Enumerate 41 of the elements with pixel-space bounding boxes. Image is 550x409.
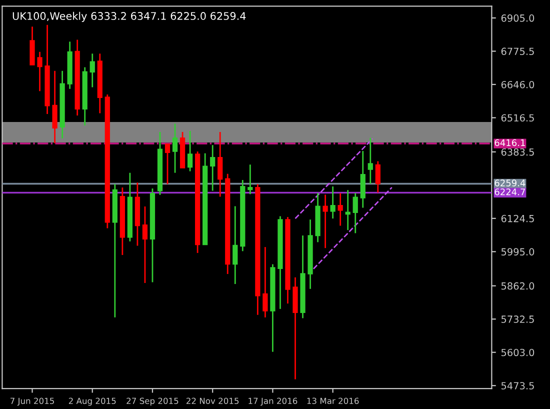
ref-line-label: 6224.7	[494, 188, 525, 196]
candlestick	[52, 70, 58, 144]
candlestick	[330, 186, 336, 220]
y-tick-label: 5603.0	[501, 348, 534, 356]
candlestick	[368, 137, 373, 184]
y-tick-label: 5862.0	[501, 282, 534, 290]
candlestick	[322, 194, 328, 249]
candlestick	[352, 192, 358, 234]
x-tick-label: 7 Jun 2015	[10, 398, 54, 406]
candlestick	[248, 164, 253, 195]
y-tick-label: 6775.5	[501, 48, 534, 56]
ref-line-label: 6416.1	[494, 139, 525, 146]
y-tick-label: 6905.0	[501, 14, 534, 22]
candlestick	[187, 130, 193, 172]
x-tick-label: 17 Jan 2016	[248, 398, 298, 406]
candlestick	[210, 144, 216, 192]
candlestick	[345, 189, 350, 231]
x-tick-label: 2 Aug 2015	[68, 398, 116, 406]
candlestick	[37, 51, 42, 92]
text: UK100,Weekly 6333.2 6347.1 6225.0 6259.4	[12, 12, 246, 22]
y-tick-label: 6646.0	[501, 80, 534, 88]
candlestick	[338, 192, 343, 226]
y-tick-label: 5732.5	[501, 316, 534, 323]
y-tick-label: 6124.5	[501, 214, 534, 222]
y-tick-label: 5473.5	[501, 382, 534, 390]
x-tick-label: 27 Sep 2015	[126, 398, 178, 406]
x-tick-label: 13 Mar 2016	[307, 398, 359, 404]
candlestick	[164, 143, 170, 185]
candlestick	[262, 246, 268, 318]
candlestick	[172, 123, 178, 174]
x-tick-label: 22 Nov 2015	[186, 398, 239, 404]
ref-line-label: 6259.4	[494, 180, 526, 186]
y-tick-label: 5995.0	[501, 248, 534, 256]
candlestick	[360, 150, 366, 208]
candlestick	[218, 131, 223, 198]
y-tick-label: 6516.5	[501, 114, 534, 122]
y-tick-label: 6383.5	[501, 148, 534, 156]
candlestick	[375, 160, 380, 194]
candlestick	[142, 206, 148, 284]
candlestick	[232, 206, 238, 285]
candlestick	[90, 52, 95, 88]
